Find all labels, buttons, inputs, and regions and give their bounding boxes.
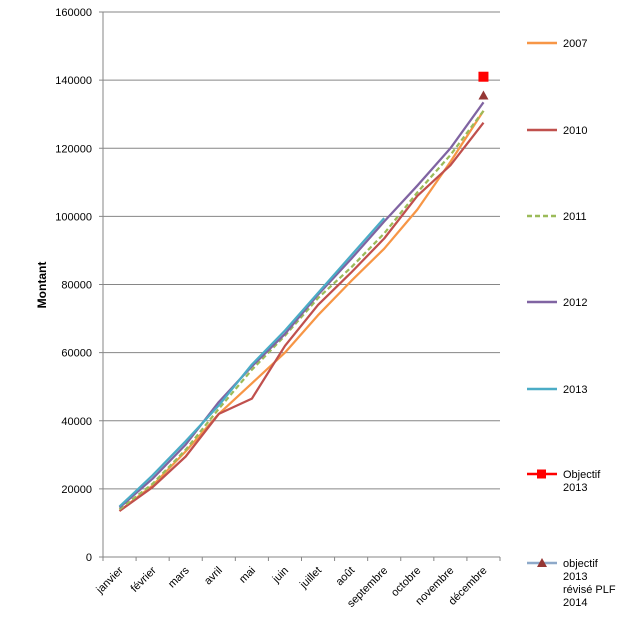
series-line-2013 [118,217,386,508]
x-tick-label: mars [166,564,192,590]
legend-item: 2011 [527,211,587,223]
legend-label: 2013 [563,384,587,396]
legend-item: objectif 2013 révisé PLF 2014 [527,558,616,609]
y-tick-label: 80000 [61,280,92,292]
legend-item: 2012 [527,297,587,309]
y-tick-label: 40000 [61,416,92,428]
y-tick-label: 20000 [61,484,92,496]
y-axis-label: Montant [35,262,49,309]
series-line-2011 [118,110,485,511]
x-tick-label: mai [237,565,258,586]
y-tick-label: 60000 [61,348,92,360]
legend-item: Objectif 2013 [527,469,601,494]
x-tick-label: janvier [94,564,126,596]
x-tick-label: avril [202,565,225,588]
legend-label: 2012 [563,297,587,309]
legend-item: 2013 [527,384,587,396]
legend-label: 2007 [563,38,587,50]
series-lines [118,101,485,512]
x-tick-label: juin [270,565,291,586]
legend-label: objectif 2013 révisé PLF 2014 [563,558,616,609]
y-tick-label: 160000 [55,7,92,19]
legend-item: 2007 [527,38,587,50]
y-tick-label: 100000 [55,211,92,223]
series-line-2012 [118,101,485,509]
target-points [478,71,489,100]
x-tick-label: août [334,565,358,589]
legend-square-marker [537,469,546,479]
legend-item: 2010 [527,125,587,137]
objectif-revise-marker [478,90,489,100]
legend-label: 2010 [563,125,587,137]
x-tick-labels: janvier février mars avril mai juin juillet aoû… [94,564,490,610]
x-tick-label: juillet [297,565,324,592]
legend-triangle-marker [537,558,547,567]
series-line-2007 [118,110,485,512]
y-tick-label: 120000 [55,143,92,155]
objectif-2013-marker [478,71,489,82]
axes [102,12,500,558]
series-line-2010 [118,122,485,512]
legend-label: Objectif 2013 [563,469,601,494]
y-tick-labels: 0 20000 40000 60000 80000 100000 120000 140000 1… [55,7,92,564]
x-tick-label: février [129,564,159,594]
legend-label: 2011 [563,211,587,223]
y-tick-label: 0 [86,552,92,564]
y-tick-label: 140000 [55,75,92,87]
legend: 2007 2010 2011 2012 2013 Objectif 2013 objectif… [527,38,616,609]
gridlines [99,11,501,561]
